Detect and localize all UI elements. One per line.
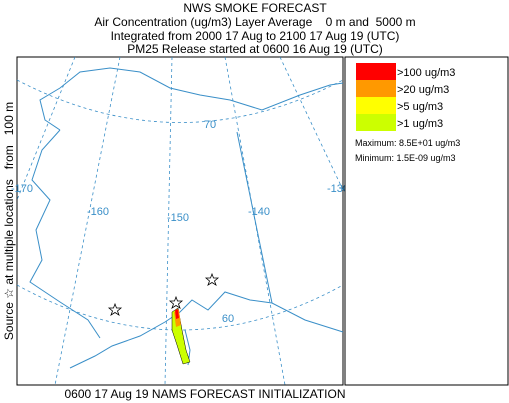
legend-label: >5 ug/m3 [397, 101, 443, 113]
latitude-label: 60 [222, 313, 234, 325]
longitude-label: -170 [11, 183, 33, 195]
legend-swatch [356, 80, 396, 97]
legend-label: >20 ug/m3 [397, 84, 449, 96]
subtitle: PM25 Release started at 0600 16 Aug 19 (… [127, 42, 382, 56]
footer: 0600 17 Aug 19 NAMS FORECAST INITIALIZAT… [65, 387, 346, 401]
smoke-plume [171, 307, 191, 365]
subtitle: Integrated from 2000 17 Aug to 2100 17 A… [111, 29, 400, 43]
legend-swatch [356, 63, 396, 80]
graticule-labels: -170 -160 -150 -140 -130 70 60 [11, 119, 349, 325]
side-label: Source ☆ at multiple locations from 100 … [2, 102, 16, 340]
legend: >100 ug/m3 >20 ug/m3 >5 ug/m3 >1 ug/m3 [356, 63, 455, 131]
legend-label: >100 ug/m3 [397, 67, 455, 79]
longitude-label: -130 [327, 183, 349, 195]
title: NWS SMOKE FORECAST [183, 1, 327, 15]
legend-swatch [356, 114, 396, 131]
legend-label: >1 ug/m3 [397, 118, 443, 130]
minimum: Minimum: 1.5E-09 ug/m3 [355, 153, 456, 163]
legend-box [344, 56, 509, 386]
maximum: Maximum: 8.5E+01 ug/m3 [355, 138, 460, 148]
source-markers [107, 272, 220, 316]
longitude-label: -140 [248, 206, 270, 218]
legend-swatch [356, 97, 396, 114]
longitude-label: -160 [87, 206, 109, 218]
longitude-label: -150 [167, 212, 189, 224]
subtitle: Air Concentration (ug/m3) Layer Average … [94, 15, 415, 29]
latitude-label: 70 [204, 119, 216, 131]
